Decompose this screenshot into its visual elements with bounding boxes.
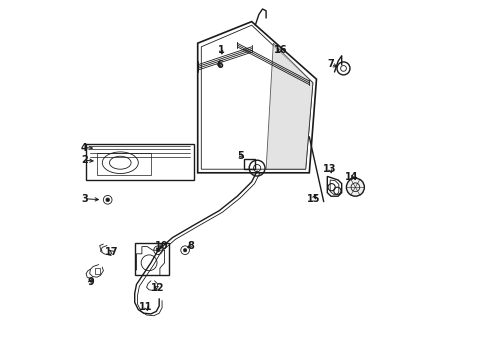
Text: 16: 16 (273, 45, 286, 55)
Text: 5: 5 (237, 150, 244, 161)
Text: 4: 4 (81, 143, 87, 153)
Text: 12: 12 (150, 283, 164, 293)
Circle shape (183, 248, 186, 252)
Text: 7: 7 (327, 59, 334, 69)
Circle shape (106, 198, 109, 202)
Polygon shape (265, 43, 312, 169)
Text: 14: 14 (345, 172, 358, 182)
Bar (95, 268, 101, 274)
Bar (86, 144, 194, 180)
Circle shape (156, 248, 160, 252)
Circle shape (346, 178, 364, 196)
Text: 15: 15 (306, 194, 320, 204)
Bar (97, 153, 151, 175)
Text: 11: 11 (139, 302, 152, 312)
Text: 6: 6 (216, 60, 222, 70)
Text: 13: 13 (323, 164, 336, 174)
Text: 10: 10 (155, 240, 168, 251)
Text: 8: 8 (187, 240, 194, 251)
Text: 9: 9 (87, 276, 94, 287)
Text: 17: 17 (105, 247, 119, 257)
Bar (134, 243, 168, 275)
Text: 1: 1 (217, 45, 224, 55)
Bar (244, 159, 255, 169)
Text: 2: 2 (81, 155, 87, 165)
Text: 3: 3 (81, 194, 87, 204)
